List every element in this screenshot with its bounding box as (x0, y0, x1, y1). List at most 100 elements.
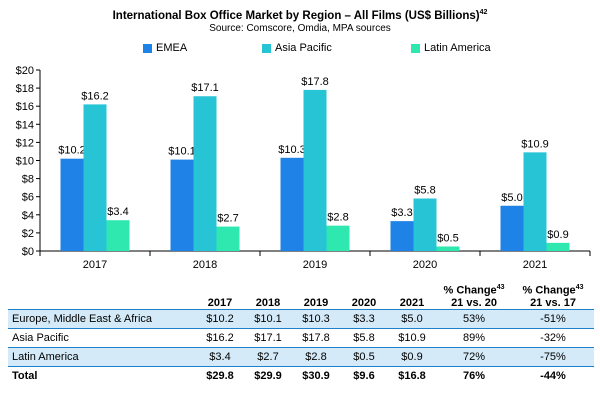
bar (523, 152, 547, 251)
change2-label: % Change (522, 285, 576, 297)
table-row-total: Total $29.8 $29.9 $30.9 $9.6 $16.8 76% -… (8, 366, 594, 385)
bar (106, 220, 130, 251)
cell-2020: $0.5 (340, 347, 388, 367)
row-name: Asia Pacific (12, 332, 69, 344)
legend-swatch-emea (143, 43, 152, 53)
cell-2021: $5.0 (388, 309, 436, 329)
data-label: $10.9 (521, 138, 549, 150)
table-header-change-21-vs-20: % Change43 21 vs. 20 (436, 279, 512, 310)
bar (60, 158, 84, 251)
cell-change-21-vs-20: 89% (462, 332, 486, 344)
bar (280, 157, 304, 251)
table-row-asia-pacific: Asia Pacific $16.2 $17.1 $17.8 $5.8 $10.… (8, 329, 594, 348)
cell-2019: $2.8 (292, 347, 340, 367)
summary-table: 2017 2018 2019 2020 2021 % Change43 21 vs… (8, 279, 594, 385)
data-label: $17.8 (301, 76, 329, 88)
y-tick-label: $14 (16, 119, 34, 131)
data-label: $16.2 (81, 90, 109, 102)
x-tick-label: 2017 (83, 259, 107, 271)
data-label: $2.8 (327, 212, 348, 224)
cell-2018: $29.9 (244, 366, 292, 385)
change1-sup: 43 (496, 284, 505, 292)
cell-2020: $9.6 (340, 366, 388, 385)
data-label: $3.3 (391, 207, 412, 219)
cell-2017: $3.4 (196, 347, 244, 367)
legend-item-emea: EMEA (143, 42, 187, 54)
cell-2021: $0.9 (388, 347, 436, 367)
cell-2019: $10.3 (292, 309, 340, 329)
cell-2018: $17.1 (254, 332, 282, 344)
bar (303, 89, 327, 251)
row-name: Latin America (8, 347, 196, 367)
row-name: Europe, Middle East & Africa (8, 309, 196, 329)
legend-item-latin-america: Latin America (411, 42, 491, 54)
table-row-latin-america: Latin America $3.4 $2.7 $2.8 $0.5 $0.9 7… (8, 347, 594, 367)
y-tick-label: $18 (16, 83, 34, 95)
table-row-emea: Europe, Middle East & Africa $10.2 $10.1… (8, 309, 594, 329)
data-label: $10.2 (58, 145, 86, 157)
data-label: $3.4 (107, 206, 128, 218)
table-header-2018: 2018 (255, 297, 281, 309)
bar (193, 96, 217, 252)
bar (436, 246, 460, 251)
legend-label-asia-pacific: Asia Pacific (275, 42, 332, 54)
cell-change-21-vs-20: 53% (436, 309, 512, 329)
legend-label-latin-america: Latin America (424, 42, 491, 54)
table-header-2021: 2021 (399, 297, 425, 309)
chart-title-text: International Box Office Market by Regio… (112, 9, 480, 22)
data-label: $5.8 (414, 185, 435, 197)
y-tick-label: $12 (16, 137, 34, 149)
table-header-name (8, 279, 196, 310)
cell-change-21-vs-17: -44% (512, 366, 594, 385)
table-header-row: 2017 2018 2019 2020 2021 % Change43 21 vs… (8, 279, 594, 310)
bar (500, 205, 524, 251)
y-tick-label: $0 (22, 246, 34, 258)
bar (390, 221, 414, 251)
y-tick-label: $4 (22, 210, 34, 222)
cell-2020: $3.3 (340, 309, 388, 329)
cell-2017: $29.8 (196, 366, 244, 385)
y-tick-label: $8 (22, 174, 34, 186)
legend-item-asia-pacific: Asia Pacific (262, 42, 332, 54)
cell-2021: $10.9 (398, 332, 426, 344)
data-label: $2.7 (217, 213, 238, 225)
cell-2017: $10.2 (196, 309, 244, 329)
x-tick-label: 2021 (523, 259, 547, 271)
chart-title: International Box Office Market by Regio… (0, 9, 600, 22)
legend-label-emea: EMEA (156, 42, 188, 54)
bar (546, 242, 570, 251)
y-tick-label: $16 (16, 101, 34, 113)
cell-change-21-vs-17: -51% (512, 309, 594, 329)
x-tick-label: 2018 (193, 259, 217, 271)
table-header-2020: 2020 (351, 297, 377, 309)
cell-2021: $16.8 (388, 366, 436, 385)
cell-2019: $17.8 (302, 332, 330, 344)
x-tick-label: 2019 (303, 259, 327, 271)
data-label: $0.5 (437, 232, 458, 244)
cell-2019: $30.9 (292, 366, 340, 385)
cell-2017: $16.2 (206, 332, 234, 344)
table-header-2019: 2019 (303, 297, 329, 309)
change2-sup: 43 (575, 284, 584, 292)
bar (170, 159, 194, 251)
bar (216, 226, 240, 251)
bar (83, 104, 107, 251)
chart-subtitle: Source: Comscore, Omdia, MPA sources (209, 23, 391, 34)
data-label: $10.3 (278, 144, 306, 156)
cell-change-21-vs-17: -32% (540, 332, 566, 344)
bar (413, 198, 437, 251)
y-tick-label: $6 (22, 192, 34, 204)
data-label: $17.1 (191, 82, 219, 94)
cell-change-21-vs-20: 72% (436, 347, 512, 367)
table-header-2017: 2017 (207, 297, 233, 309)
chart-legend: EMEA Asia Pacific Latin America (0, 42, 600, 56)
data-label: $5.0 (501, 192, 522, 204)
x-tick-label: 2020 (413, 259, 437, 271)
bar-chart: $0 $2 $4 $6 $8 $10 $12 $14 $16 $18 $20 2017 $10.2 $16… (16, 65, 591, 271)
change1-label: % Change (443, 285, 497, 297)
chart-title-footnote: 42 (479, 9, 488, 16)
row-name: Total (8, 366, 196, 385)
cell-change-21-vs-20: 76% (436, 366, 512, 385)
cell-change-21-vs-17: -75% (512, 347, 594, 367)
y-tick-label: $2 (22, 228, 34, 240)
